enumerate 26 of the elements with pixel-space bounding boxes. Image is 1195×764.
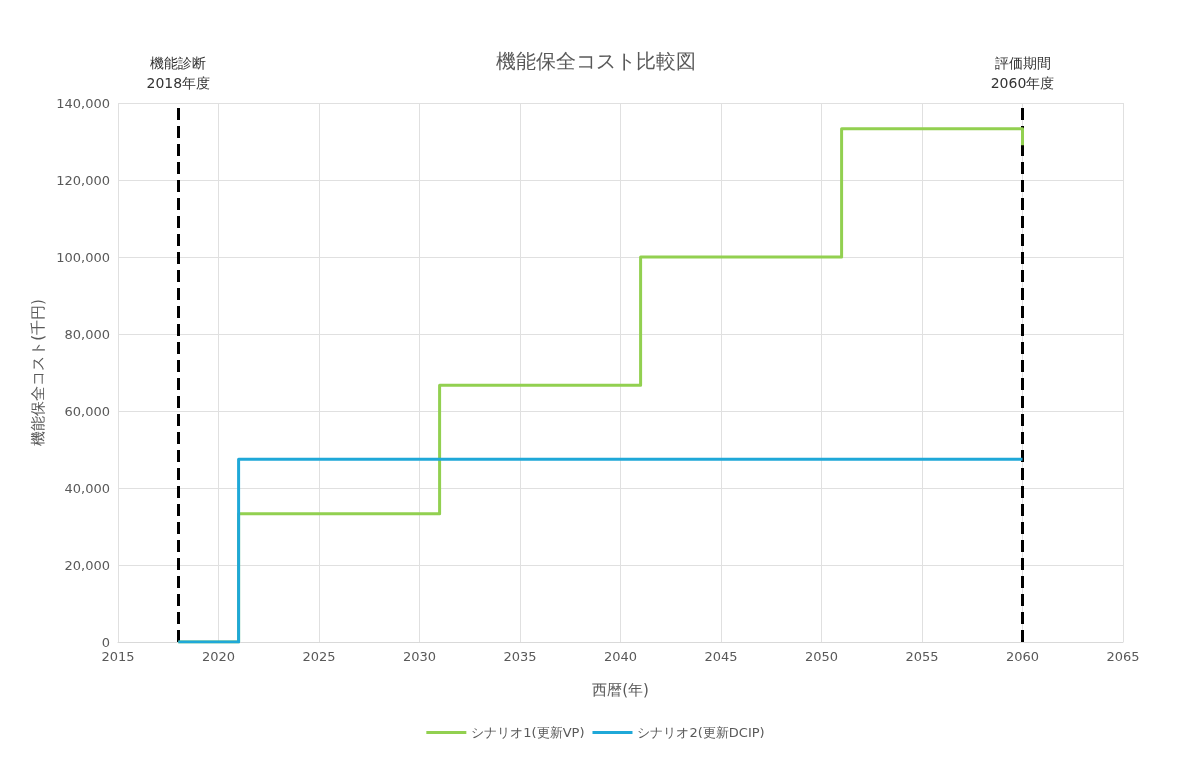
y-tick-label: 40,000 [64, 480, 110, 496]
x-tick-label: 2045 [704, 649, 738, 664]
y-tick-label: 0 [101, 634, 110, 650]
x-tick-label: 2030 [402, 649, 437, 664]
chart-title: 機能保全コスト比較図 [495, 49, 696, 73]
x-axis-title: 西暦(年) [592, 680, 649, 699]
x-tick-label: 2040 [603, 649, 638, 664]
y-tick-label: 100,000 [56, 249, 110, 265]
y-tick-label: 60,000 [64, 403, 110, 419]
ref-line-label: 機能診断 2018年度 [146, 55, 211, 91]
x-tick-label: 2015 [101, 649, 135, 664]
legend-label: シナリオ2(更新DCIP) [637, 725, 765, 740]
x-tick-label: 2035 [503, 649, 537, 664]
y-axis-title: 機能保全コスト(千円) [28, 299, 47, 446]
y-tick-label: 80,000 [64, 326, 110, 342]
x-tick-label: 2050 [804, 649, 839, 664]
x-tick-label: 2020 [201, 649, 236, 664]
x-tick-label: 2065 [1106, 649, 1140, 664]
x-tick-label: 2025 [302, 649, 336, 664]
y-tick-label: 120,000 [56, 172, 110, 188]
y-tick-label: 20,000 [64, 557, 110, 573]
ref-line-label: 評価期間 2060年度 [990, 55, 1055, 91]
x-tick-label: 2055 [905, 649, 939, 664]
y-tick-label: 140,000 [56, 95, 110, 111]
x-tick-label: 2060 [1005, 649, 1040, 664]
legend-label: シナリオ1(更新VP) [471, 725, 585, 740]
